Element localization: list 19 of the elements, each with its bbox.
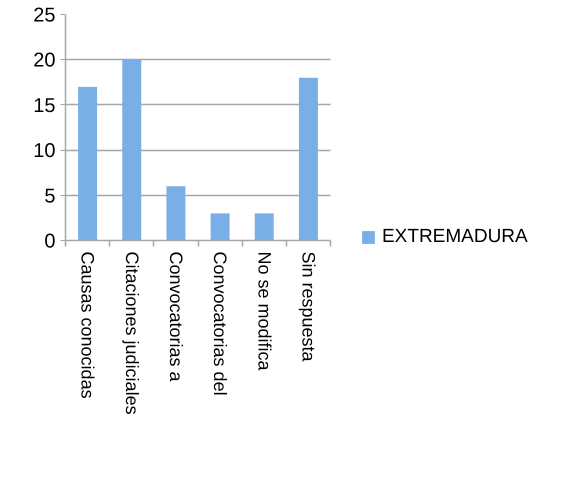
x-tick-label: Sin respuesta: [298, 252, 318, 363]
y-tick-label: 0: [44, 230, 56, 252]
bar: [210, 213, 230, 240]
y-tick-label: 5: [44, 185, 56, 208]
bar: [78, 86, 98, 240]
bar: [298, 78, 318, 240]
y-tick-label: 25: [33, 4, 56, 26]
y-tick-label: 20: [33, 50, 56, 72]
x-tick-label: No se modifica: [254, 252, 274, 372]
x-tick-label: Convocatorias del: [210, 252, 230, 396]
bar: [122, 60, 142, 240]
x-tick-label: Citaciones judiciales: [122, 252, 142, 415]
legend-label: EXTREMADURA: [382, 226, 528, 248]
y-tick-label: 15: [33, 94, 56, 117]
bar: [254, 213, 274, 240]
y-tick-label: 10: [33, 140, 56, 162]
bar: [166, 186, 186, 240]
x-tick-label: Convocatorias a: [166, 252, 186, 383]
x-tick-label: Causas conocidas: [78, 252, 98, 399]
